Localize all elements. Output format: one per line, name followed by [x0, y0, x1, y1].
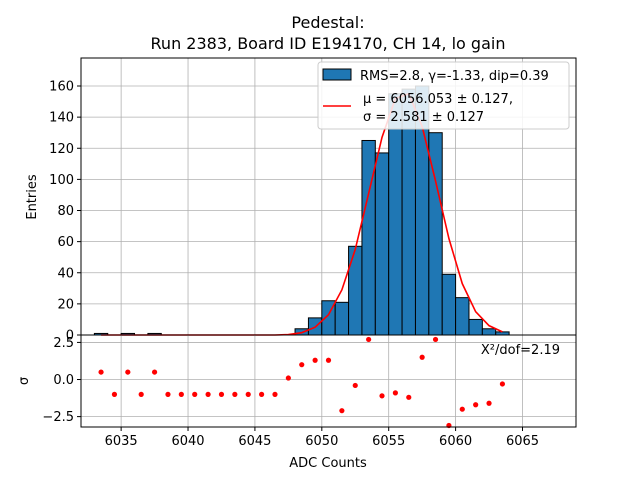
residual-point [325, 357, 332, 363]
histogram-bar [388, 93, 403, 336]
residual-point [151, 369, 158, 375]
residual-xtick-label: 6045 [238, 434, 271, 449]
residual-point [245, 391, 251, 397]
residual-xtick-label: 6050 [305, 434, 338, 449]
residual-ylabel: σ [17, 377, 32, 385]
residual-point [285, 375, 291, 381]
residual-point [473, 402, 479, 408]
residual-grid [81, 335, 576, 427]
histogram-bar [468, 318, 483, 336]
residual-point [339, 408, 345, 414]
residual-xtick-label: 6055 [372, 434, 405, 449]
residual-frame [80, 334, 577, 428]
residual-point [98, 369, 104, 375]
histogram-bar [348, 245, 363, 336]
residual-xtick-label: 6065 [506, 434, 539, 449]
residual-xtick-label: 6060 [439, 434, 472, 449]
residual-point [259, 391, 265, 397]
histogram-ytick-label: 160 [49, 80, 74, 95]
residual-point [272, 391, 278, 397]
residual-point [392, 390, 398, 396]
histogram-ytick-label: 40 [57, 266, 74, 281]
histogram-bar [334, 301, 350, 336]
residual-point [432, 336, 439, 343]
residual-point [205, 391, 211, 397]
legend-label-fit-line2: σ = 2.581 ± 0.127 [363, 110, 484, 125]
residual-point [352, 382, 358, 389]
residual-xtick-label: 6035 [105, 434, 138, 449]
residual-point [178, 391, 184, 397]
legend-box [317, 61, 570, 130]
residual-point [459, 406, 465, 412]
histogram-bar [361, 139, 376, 336]
residual-point [312, 357, 318, 363]
residual-ytick-label: 0.0 [53, 373, 74, 388]
histogram-bar [481, 328, 497, 336]
histogram-bar [374, 152, 390, 336]
chart-title-line1: Pedestal: [291, 13, 364, 32]
residual-point [406, 394, 412, 400]
chart-title-line2: Run 2383, Board ID E194170, CH 14, lo ga… [151, 34, 506, 53]
residual-point [232, 391, 238, 397]
residual-point [165, 391, 171, 397]
histogram-bar [455, 297, 470, 336]
residual-ytick-label: −2.5 [42, 410, 74, 425]
histogram-ytick-label: 120 [49, 142, 74, 157]
residual-point [486, 400, 492, 406]
histogram-ytick-label: 100 [49, 173, 74, 188]
residual-xtick-label: 6040 [171, 434, 204, 449]
legend-patch [322, 68, 352, 81]
residual-point [192, 391, 198, 397]
histogram-ytick-label: 20 [57, 297, 74, 312]
residual-point [419, 354, 425, 360]
residual-point [218, 391, 225, 397]
histogram-axes: 0 20 40 60 80 100 120 140 160 [49, 57, 577, 344]
residual-xlabel: ADC Counts [289, 456, 367, 471]
residual-points [98, 336, 506, 429]
residual-point [299, 362, 305, 368]
histogram-ytick-label: 140 [49, 111, 74, 126]
residual-axes: −2.5 0.0 2.5 6035 6040 6045 6050 6055 6060 6065 [42, 334, 577, 449]
legend-label-histogram: RMS=2.8, γ=-1.33, dip=0.39 [360, 69, 549, 84]
legend-label-fit-line1: μ = 6056.053 ± 0.127, [363, 92, 513, 107]
histogram-ytick-label: 0 [66, 329, 74, 344]
legend: RMS=2.8, γ=-1.33, dip=0.39 μ = 6056.053 … [317, 61, 570, 130]
histogram-bar [441, 273, 457, 336]
residual-point [138, 391, 144, 397]
chi2-annotation: Χ²/dof=2.19 [481, 343, 560, 358]
histogram-ytick-label: 60 [57, 235, 74, 250]
residual-point [111, 391, 118, 397]
histogram-ytick-label: 80 [57, 204, 74, 219]
residual-point [499, 381, 506, 387]
residual-point [366, 336, 372, 343]
residual-point [379, 393, 385, 399]
residual-point [125, 369, 131, 375]
residual-ytick-label: 2.5 [53, 336, 74, 351]
histogram-ylabel: Entries [25, 174, 40, 220]
